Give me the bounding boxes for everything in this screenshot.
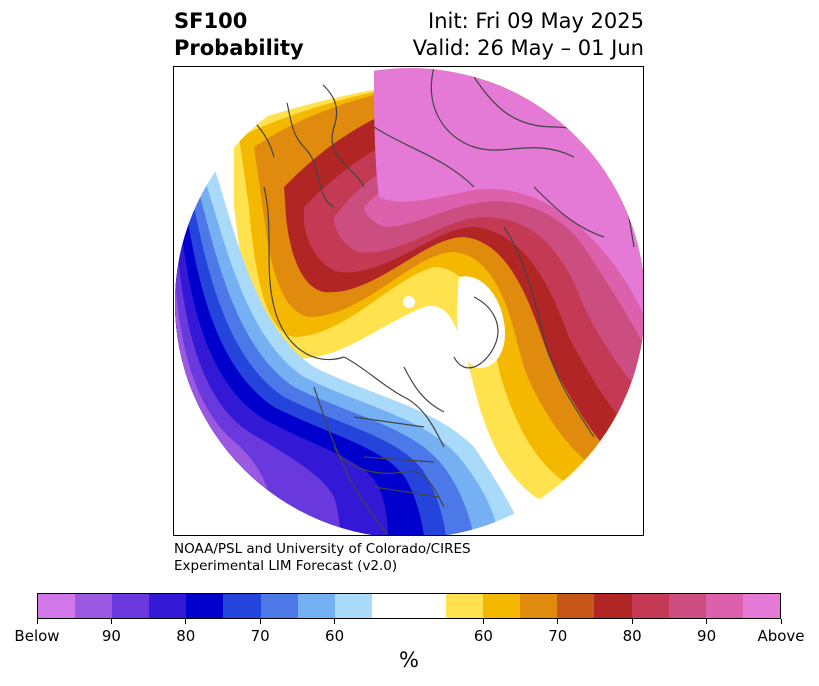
colorbar-tick-label: 80 (176, 627, 196, 645)
colorbar-tick-label: Below (14, 627, 60, 645)
title-line-2: Probability (174, 36, 304, 60)
colorbar-tick-label: Above (757, 627, 805, 645)
credit-line-1: NOAA/PSL and University of Colorado/CIRE… (174, 541, 471, 557)
valid-date-label: Valid: 26 May – 01 Jun (412, 36, 644, 60)
country-borders (233, 68, 635, 535)
colorbar-tick-label: 90 (101, 627, 121, 645)
colorbar-segment-11 (446, 594, 484, 618)
colorbar-tickmark (780, 619, 782, 624)
colorbar-segment-13 (520, 594, 558, 618)
colorbar-segment-4 (186, 594, 224, 618)
polar-map (173, 66, 644, 536)
colorbar-segment-5 (223, 594, 261, 618)
colorbar-tick-label: 70 (548, 627, 568, 645)
colorbar-tick-label: 80 (622, 627, 642, 645)
colorbar-tickmark (259, 619, 261, 624)
colorbar-tick-label: 60 (473, 627, 493, 645)
probability-map-svg (175, 68, 643, 535)
credit-line-2: Experimental LIM Forecast (v2.0) (174, 558, 398, 574)
date-info: Init: Fri 09 May 2025 Valid: 26 May – 01… (413, 8, 644, 62)
colorbar-tickmark (482, 619, 484, 624)
init-date-label: Init: Fri 09 May 2025 (428, 9, 644, 33)
colorbar-tick-label: 60 (325, 627, 345, 645)
chart-title: SF100 Probability (174, 8, 304, 62)
pole-marker (403, 296, 415, 308)
colorbar (37, 593, 781, 619)
colorbar-segment-15 (594, 594, 632, 618)
colorbar-segment-12 (483, 594, 521, 618)
title-line-1: SF100 (174, 9, 248, 33)
colorbar-tickmark (185, 619, 187, 624)
credit-text: NOAA/PSL and University of Colorado/CIRE… (174, 541, 471, 575)
colorbar-segment-7 (297, 594, 335, 618)
colorbar-segment-10 (408, 594, 447, 618)
colorbar-segment-3 (149, 594, 187, 618)
colorbar-tickmark (706, 619, 708, 624)
neutral-pocket (457, 276, 505, 368)
colorbar-tickmark (631, 619, 633, 624)
colorbar-segment-9 (371, 594, 409, 618)
colorbar-segment-0 (38, 594, 76, 618)
colorbar-segment-1 (75, 594, 113, 618)
colorbar-segment-19 (742, 594, 780, 618)
colorbar-segment-14 (557, 594, 595, 618)
colorbar-segment-8 (334, 594, 372, 618)
colorbar-tickmark (334, 619, 336, 624)
colorbar-tick-label: 90 (697, 627, 717, 645)
colorbar-segment-18 (705, 594, 743, 618)
colorbar-segment-2 (112, 594, 150, 618)
colorbar-segment-17 (668, 594, 706, 618)
colorbar-segment-6 (260, 594, 298, 618)
colorbar-tickmark (557, 619, 559, 624)
colorbar-unit-label: % (399, 648, 419, 672)
colorbar-segment-16 (631, 594, 669, 618)
colorbar-tick-label: 70 (250, 627, 270, 645)
colorbar-tickmark (110, 619, 112, 624)
colorbar-tickmark (36, 619, 38, 624)
